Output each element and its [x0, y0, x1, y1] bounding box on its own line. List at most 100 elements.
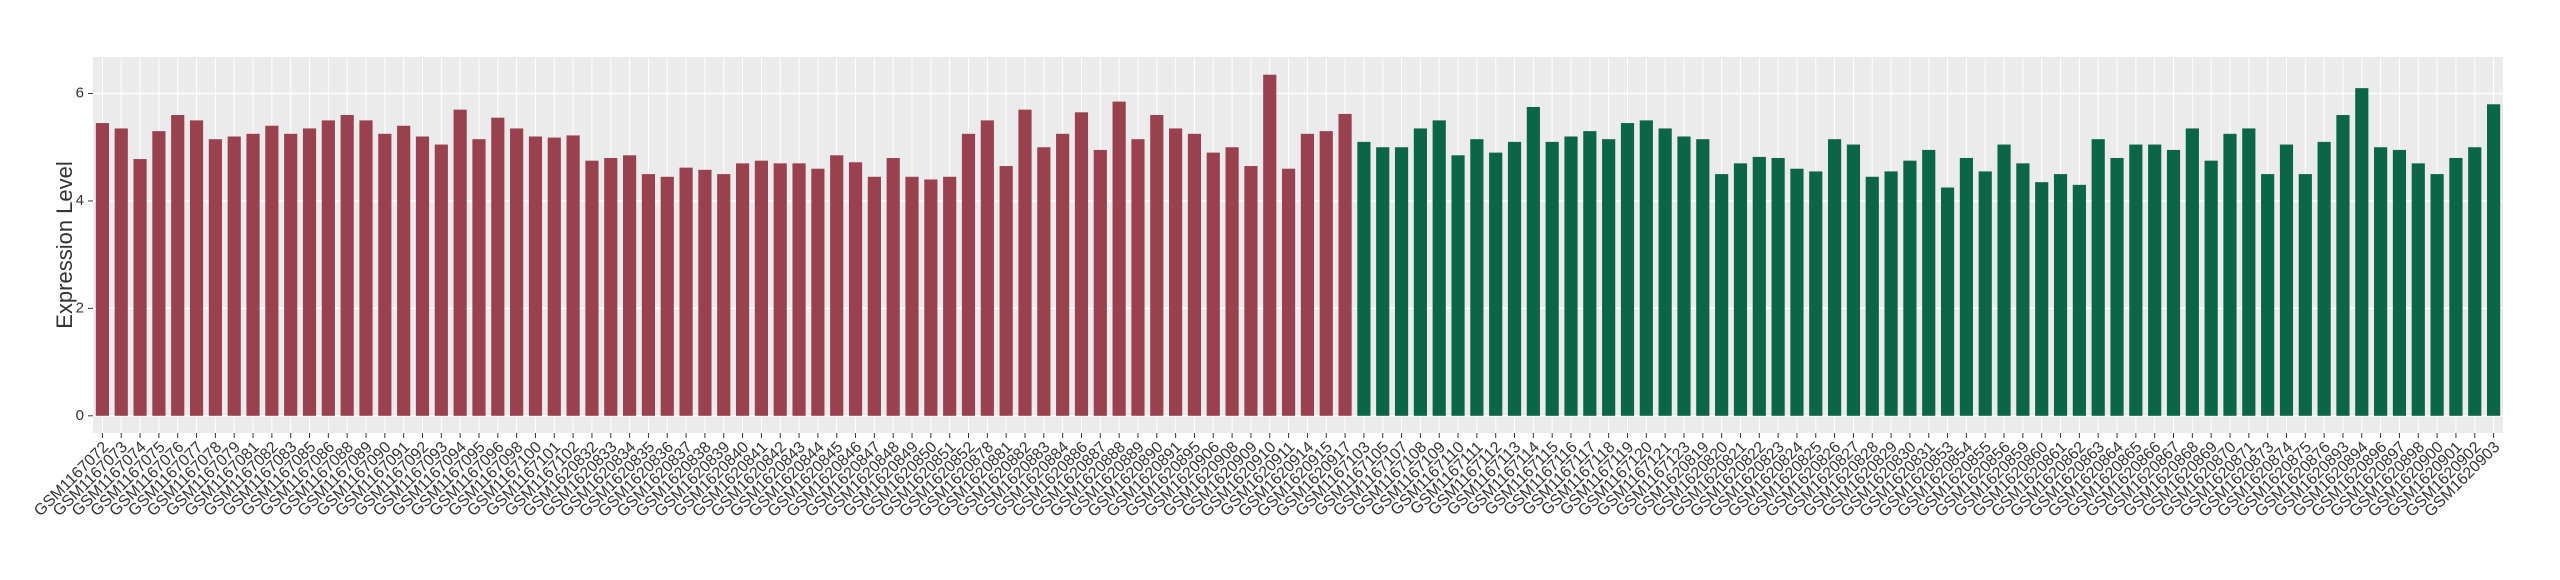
- bar: [1903, 160, 1917, 416]
- bar: [1771, 157, 1785, 416]
- bar: [1018, 109, 1032, 416]
- bar: [1451, 155, 1465, 416]
- bar: [1752, 156, 1766, 416]
- bar: [2185, 128, 2199, 416]
- bar: [1715, 174, 1729, 416]
- bar: [566, 135, 580, 416]
- bar: [2242, 128, 2256, 416]
- bar: [1658, 128, 1672, 416]
- bar: [1376, 147, 1390, 416]
- bar: [1093, 149, 1107, 416]
- bar: [1150, 115, 1164, 416]
- bar: [735, 163, 750, 416]
- bar: [679, 167, 693, 416]
- bar: [1413, 128, 1427, 416]
- bar: [1696, 139, 1710, 416]
- bar: [2449, 157, 2463, 416]
- bar: [773, 163, 787, 416]
- bar: [1225, 147, 1239, 416]
- bar: [2166, 149, 2181, 416]
- bar: [1507, 141, 1522, 416]
- bar: [585, 160, 599, 416]
- bar: [1602, 139, 1616, 416]
- bar: [848, 162, 863, 416]
- bar: [171, 115, 185, 416]
- bar: [2336, 115, 2350, 416]
- bar: [2261, 174, 2275, 416]
- bar: [2317, 141, 2331, 416]
- bar: [1263, 74, 1277, 416]
- bar: [2091, 139, 2105, 416]
- bar: [1169, 128, 1183, 416]
- bar: [359, 120, 373, 416]
- bar: [1790, 168, 1804, 416]
- bar: [1131, 139, 1145, 416]
- bar: [302, 128, 317, 416]
- bar: [886, 157, 900, 416]
- bar: [1959, 157, 1973, 416]
- bar: [830, 155, 844, 416]
- bar: [2035, 182, 2049, 416]
- bar: [1583, 131, 1597, 416]
- bar: [189, 120, 204, 416]
- bar: [2204, 160, 2218, 416]
- bar: [905, 176, 919, 416]
- bar: [999, 166, 1013, 416]
- bar: [1037, 147, 1051, 416]
- bar: [1244, 166, 1258, 416]
- bar: [95, 123, 110, 416]
- bar: [133, 159, 147, 416]
- bar: [1564, 136, 1578, 416]
- bar: [2355, 88, 2369, 416]
- y-tick-label: 6: [76, 84, 84, 101]
- y-tick-label: 4: [76, 192, 84, 209]
- bar: [265, 125, 279, 416]
- bar: [1922, 149, 1936, 416]
- bar: [2053, 174, 2068, 416]
- bar: [284, 133, 298, 416]
- bar: [321, 120, 335, 416]
- bar: [1074, 112, 1089, 416]
- bar: [528, 136, 543, 416]
- bar: [1206, 152, 1220, 416]
- bar: [1281, 168, 1296, 416]
- bar: [2016, 163, 2030, 416]
- bar: [397, 125, 411, 416]
- bar: [2486, 104, 2501, 416]
- bar: [1846, 144, 1861, 416]
- bar: [510, 128, 524, 416]
- bar: [1489, 152, 1503, 416]
- bar: [623, 155, 637, 416]
- bar: [961, 133, 976, 416]
- bar: [2223, 133, 2237, 416]
- y-tick-label: 0: [76, 407, 84, 424]
- bar: [2298, 174, 2312, 416]
- bar: [2468, 147, 2482, 416]
- bar: [660, 176, 674, 416]
- bar: [1940, 187, 1955, 416]
- bar: [811, 168, 825, 416]
- bar: [2072, 184, 2086, 416]
- bar: [604, 157, 618, 416]
- bar: [698, 169, 712, 416]
- bar: [2430, 174, 2444, 416]
- bar: [943, 176, 957, 416]
- bar: [227, 136, 241, 416]
- bar: [1338, 113, 1352, 416]
- bar: [1526, 106, 1540, 416]
- bar: [453, 109, 467, 416]
- bar: [378, 133, 392, 416]
- bar: [2110, 157, 2124, 416]
- bar: [340, 115, 354, 416]
- bar: [641, 174, 656, 416]
- bar: [2374, 147, 2388, 416]
- bar: [152, 131, 166, 416]
- bar: [208, 139, 222, 416]
- bar: [2411, 163, 2425, 416]
- bar: [491, 117, 505, 416]
- bar: [547, 137, 561, 416]
- bar: [867, 176, 881, 416]
- bar: [1997, 144, 2011, 416]
- bar: [2392, 149, 2407, 416]
- bar: [1300, 133, 1315, 416]
